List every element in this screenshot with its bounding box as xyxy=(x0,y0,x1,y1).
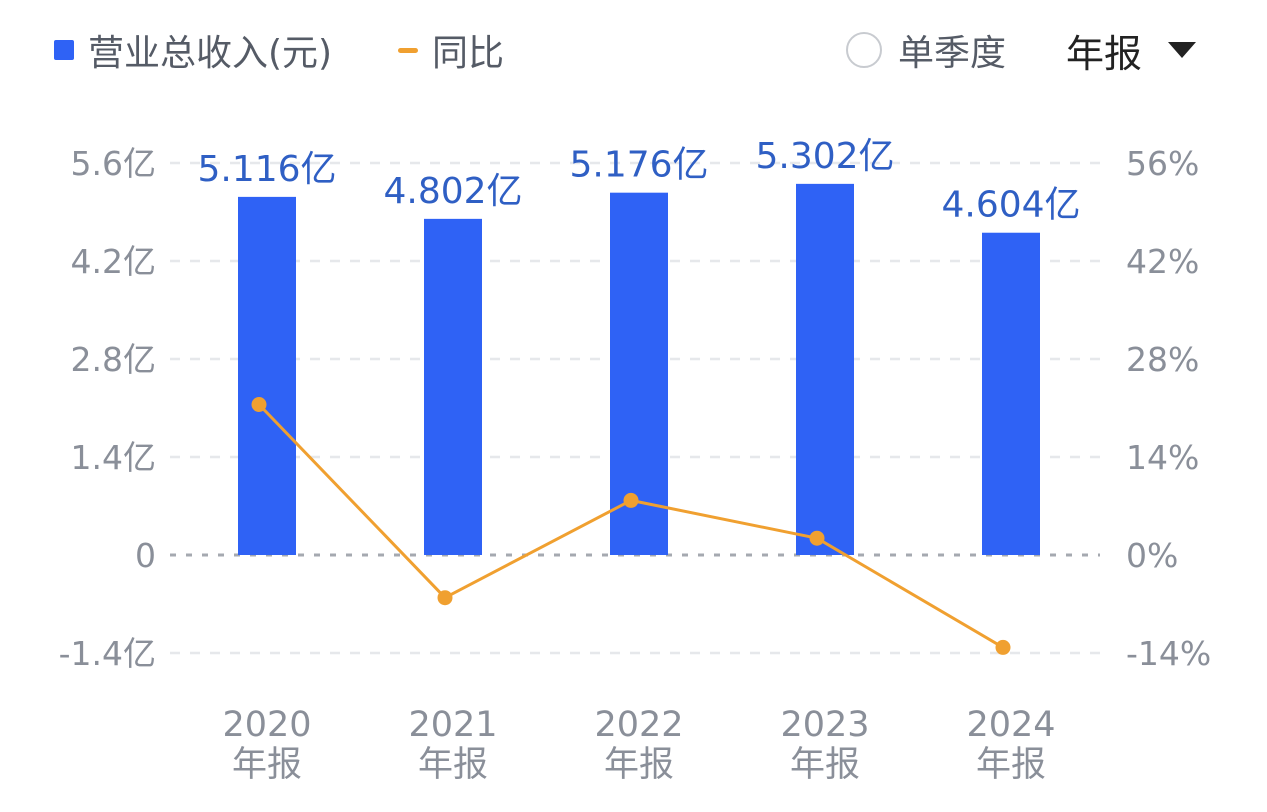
y-left-tick-label: 5.6亿 xyxy=(71,144,156,183)
legend-label-revenue: 营业总收入(元) xyxy=(88,33,333,74)
yoy-point xyxy=(623,492,639,508)
y-right-tick-label: -14% xyxy=(1126,634,1211,673)
quarter-radio[interactable]: 单季度 xyxy=(846,22,1006,78)
x-tick-label-period: 年报 xyxy=(418,745,488,785)
y-left-tick-label: 0 xyxy=(135,536,156,575)
legend-bar-swatch xyxy=(54,40,74,60)
x-tick-label-year: 2022 xyxy=(594,705,683,745)
bar-value-label: 5.302亿 xyxy=(755,136,894,177)
bar-value-label: 5.176亿 xyxy=(569,145,708,186)
bar xyxy=(982,232,1040,555)
legend-item-yoy[interactable]: 同比 xyxy=(398,22,504,78)
legend-label-yoy: 同比 xyxy=(432,33,505,74)
yoy-point xyxy=(809,530,825,546)
legend-item-revenue[interactable]: 营业总收入(元) xyxy=(54,22,332,78)
y-left-tick-label: 4.2亿 xyxy=(71,242,156,281)
legend-line-swatch xyxy=(398,47,418,53)
x-tick-label-period: 年报 xyxy=(604,745,674,785)
x-tick-label-year: 2021 xyxy=(408,705,497,745)
y-left-tick-label: -1.4亿 xyxy=(59,634,156,673)
x-tick-label-period: 年报 xyxy=(232,745,302,785)
chart-header: 营业总收入(元) 同比 单季度 年报 xyxy=(0,0,1267,100)
bar-value-label: 4.802亿 xyxy=(383,171,522,212)
y-right-tick-label: 0% xyxy=(1126,536,1178,575)
x-tick-label-period: 年报 xyxy=(976,745,1046,785)
bar xyxy=(610,192,668,555)
x-tick-label-year: 2023 xyxy=(780,705,869,745)
x-tick-label-year: 2024 xyxy=(966,705,1055,745)
x-tick-label-period: 年报 xyxy=(790,745,860,785)
period-dropdown-label: 年报 xyxy=(1066,31,1143,76)
y-right-tick-label: 28% xyxy=(1126,340,1199,379)
bar-value-label: 4.604亿 xyxy=(941,185,1080,226)
bar-value-label: 5.116亿 xyxy=(197,149,336,190)
chevron-down-icon[interactable] xyxy=(1168,42,1197,58)
bar xyxy=(238,196,296,555)
radio-circle-icon[interactable] xyxy=(846,32,882,68)
y-right-tick-label: 42% xyxy=(1126,242,1199,281)
y-left-tick-label: 1.4亿 xyxy=(71,438,156,477)
yoy-point xyxy=(251,397,267,412)
x-tick-label-year: 2020 xyxy=(222,705,311,745)
period-dropdown[interactable]: 年报 xyxy=(1066,22,1197,78)
yoy-point xyxy=(437,590,453,606)
y-left-tick-label: 2.8亿 xyxy=(71,340,156,379)
bar xyxy=(796,183,854,556)
y-right-tick-label: 56% xyxy=(1126,144,1199,183)
quarter-radio-label: 单季度 xyxy=(898,33,1007,74)
bar xyxy=(424,218,482,556)
y-right-tick-label: 14% xyxy=(1126,438,1199,477)
yoy-point xyxy=(995,639,1011,655)
